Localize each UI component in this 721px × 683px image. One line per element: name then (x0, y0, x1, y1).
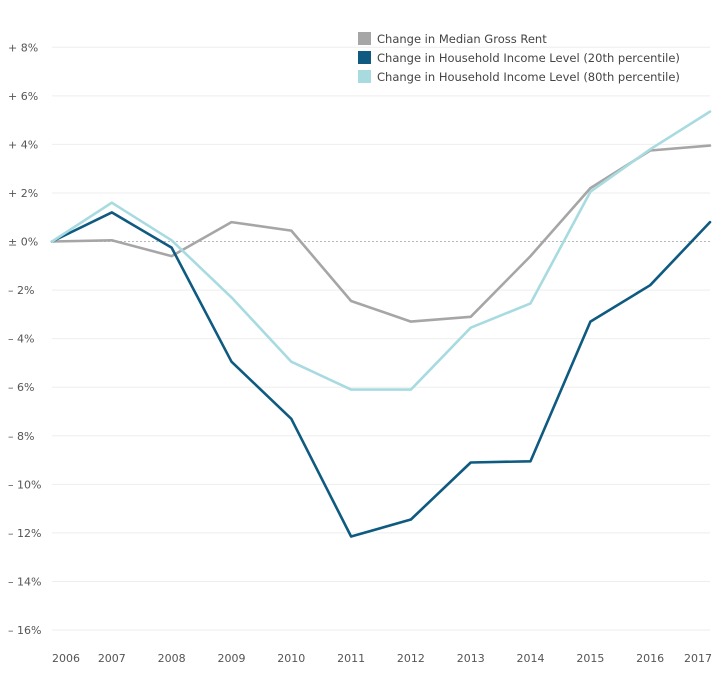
series-line-1 (50, 144, 712, 323)
x-tick-label: 2014 (517, 652, 545, 665)
series-line-3 (50, 110, 712, 391)
x-tick-label: 2007 (98, 652, 126, 665)
x-tick-label: 2010 (277, 652, 305, 665)
y-tick-label: + 6% (8, 90, 38, 103)
legend: Change in Median Gross Rent Change in Hou… (358, 32, 680, 84)
y-tick-label: – 4% (8, 333, 34, 346)
x-tick-label: 2011 (337, 652, 365, 665)
x-tick-label: 2012 (397, 652, 425, 665)
legend-swatch-2 (358, 51, 371, 64)
series-line-2 (50, 211, 712, 538)
x-tick-label: 2016 (636, 652, 664, 665)
x-tick-label: 2008 (158, 652, 186, 665)
y-tick-label: – 2% (8, 284, 34, 297)
legend-label-2: Change in Household Income Level (20th p… (377, 51, 680, 65)
y-tick-label: + 2% (8, 187, 38, 200)
x-axis-ticks: 2006 2007 2008 2009 2010 2011 2012 2013 2014 2015… (52, 652, 712, 665)
legend-label-1: Change in Median Gross Rent (377, 32, 547, 46)
y-tick-label: + 8% (8, 41, 38, 54)
y-tick-label: – 8% (8, 430, 34, 443)
y-tick-label: – 12% (8, 527, 41, 540)
x-tick-label: 2017 (684, 652, 712, 665)
x-tick-label: 2015 (576, 652, 604, 665)
y-tick-label: ± 0% (8, 236, 38, 249)
gridlines (52, 46, 710, 631)
y-tick-label: – 16% (8, 624, 41, 637)
x-tick-label: 2006 (52, 652, 80, 665)
legend-swatch-1 (358, 32, 371, 45)
x-tick-label: 2013 (457, 652, 485, 665)
y-tick-label: – 14% (8, 575, 41, 588)
y-tick-label: – 10% (8, 478, 41, 491)
y-tick-label: – 6% (8, 381, 34, 394)
y-axis-ticks: + 8% + 6% + 4% + 2% ± 0% – 2% – 4% – 6% – 8% – 10… (8, 41, 41, 637)
series-lines (50, 110, 712, 538)
legend-swatch-3 (358, 70, 371, 83)
legend-label-3: Change in Household Income Level (80th p… (377, 70, 680, 84)
x-tick-label: 2009 (217, 652, 245, 665)
y-tick-label: + 4% (8, 138, 38, 151)
